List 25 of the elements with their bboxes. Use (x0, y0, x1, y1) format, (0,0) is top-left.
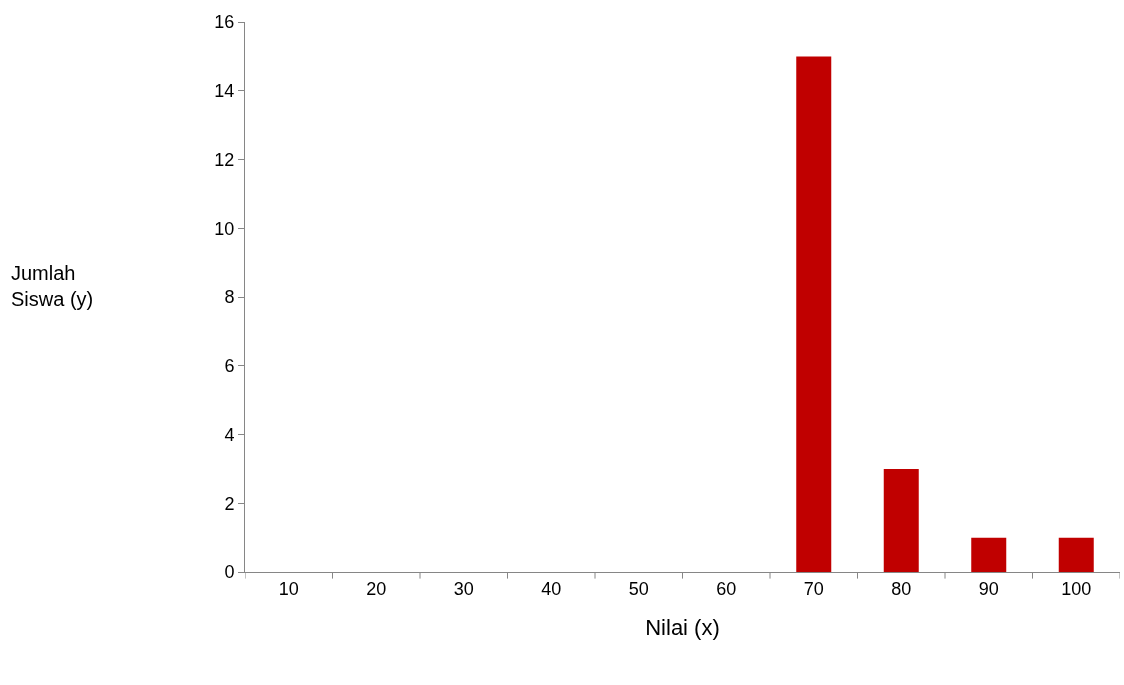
y-tick-label: 10 (214, 218, 235, 239)
y-tick-label: 4 (224, 424, 235, 445)
y-tick-label: 16 (214, 12, 235, 33)
x-tick-label: 20 (366, 578, 387, 599)
x-tick-label: 30 (453, 578, 474, 599)
bar (1058, 537, 1094, 572)
x-tick-label: 60 (716, 578, 737, 599)
x-axis-title: Nilai (x) (645, 615, 720, 641)
y-tick-label: 6 (224, 356, 235, 377)
y-tick-label: 8 (224, 287, 235, 308)
y-tick-label: 12 (214, 149, 235, 170)
x-tick-label: 90 (978, 578, 999, 599)
x-tick-label: 40 (541, 578, 562, 599)
x-tick-label: 50 (628, 578, 649, 599)
x-tick-label: 10 (278, 578, 299, 599)
bar (971, 537, 1007, 572)
y-tick-label: 14 (214, 81, 235, 102)
x-tick-label: 80 (891, 578, 912, 599)
y-tick-label: 2 (224, 493, 235, 514)
text: Jumlah Siswa (y) (11, 262, 94, 310)
y-tick-label: 0 (224, 562, 235, 583)
x-tick-label: 100 (1061, 578, 1092, 599)
bar (883, 468, 919, 572)
x-tick-label: 70 (803, 578, 824, 599)
bar (796, 56, 832, 572)
